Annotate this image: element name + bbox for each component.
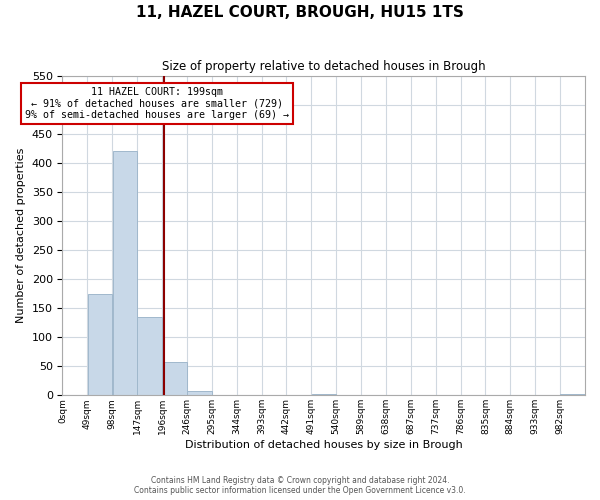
Text: 11 HAZEL COURT: 199sqm
← 91% of detached houses are smaller (729)
9% of semi-det: 11 HAZEL COURT: 199sqm ← 91% of detached…	[25, 87, 289, 120]
Bar	[187, 391, 212, 396]
X-axis label: Distribution of detached houses by size in Brough: Distribution of detached houses by size …	[185, 440, 463, 450]
Text: Contains HM Land Registry data © Crown copyright and database right 2024.
Contai: Contains HM Land Registry data © Crown c…	[134, 476, 466, 495]
Bar	[162, 362, 187, 396]
Bar	[560, 394, 585, 396]
Bar	[311, 394, 336, 396]
Title: Size of property relative to detached houses in Brough: Size of property relative to detached ho…	[162, 60, 485, 73]
Bar	[113, 150, 137, 396]
Bar	[88, 294, 112, 396]
Y-axis label: Number of detached properties: Number of detached properties	[16, 148, 26, 323]
Text: 11, HAZEL COURT, BROUGH, HU15 1TS: 11, HAZEL COURT, BROUGH, HU15 1TS	[136, 5, 464, 20]
Bar	[137, 318, 162, 396]
